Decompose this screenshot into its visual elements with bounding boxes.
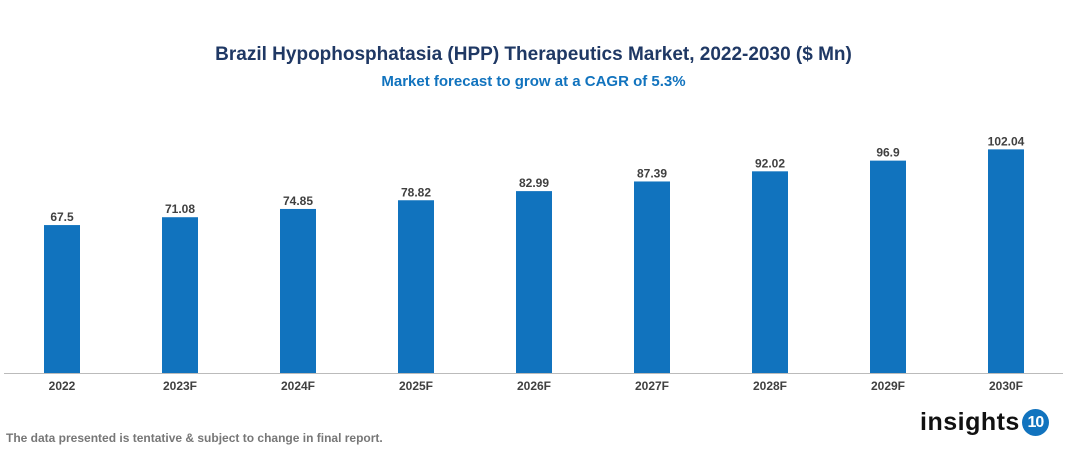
bar-2025F bbox=[398, 200, 434, 373]
x-tick-label: 2022 bbox=[49, 379, 76, 393]
insights10-logo: insights 10 bbox=[920, 408, 1049, 437]
x-tick-label: 2026F bbox=[517, 379, 551, 393]
data-label: 74.85 bbox=[283, 194, 313, 208]
data-label: 92.02 bbox=[755, 156, 785, 170]
data-label: 67.5 bbox=[50, 210, 74, 224]
bar-2029F bbox=[870, 160, 906, 373]
data-label: 102.04 bbox=[988, 134, 1025, 148]
bar-2024F bbox=[280, 208, 316, 373]
x-tick-label: 2030F bbox=[989, 379, 1023, 393]
bar-2022 bbox=[44, 225, 80, 373]
data-label: 96.9 bbox=[876, 146, 900, 160]
data-label: 82.99 bbox=[519, 176, 549, 190]
data-label: 78.82 bbox=[401, 185, 431, 199]
x-tick-label: 2029F bbox=[871, 379, 905, 393]
bar-2028F bbox=[752, 171, 788, 373]
bar-2027F bbox=[634, 181, 670, 373]
data-label: 71.08 bbox=[165, 202, 195, 216]
x-tick-label: 2024F bbox=[281, 379, 315, 393]
bar-2030F bbox=[988, 149, 1024, 373]
x-tick-label: 2028F bbox=[753, 379, 787, 393]
chart-subtitle: Market forecast to grow at a CAGR of 5.3… bbox=[381, 73, 686, 90]
x-tick-label: 2023F bbox=[163, 379, 197, 393]
chart-title: Brazil Hypophosphatasia (HPP) Therapeuti… bbox=[215, 44, 852, 65]
disclaimer-note: The data presented is tentative & subjec… bbox=[6, 431, 383, 445]
data-label: 87.39 bbox=[637, 166, 667, 180]
x-tick-label: 2027F bbox=[635, 379, 669, 393]
bar-2023F bbox=[162, 217, 198, 373]
x-tick-label: 2025F bbox=[399, 379, 433, 393]
bar-2026F bbox=[516, 191, 552, 373]
